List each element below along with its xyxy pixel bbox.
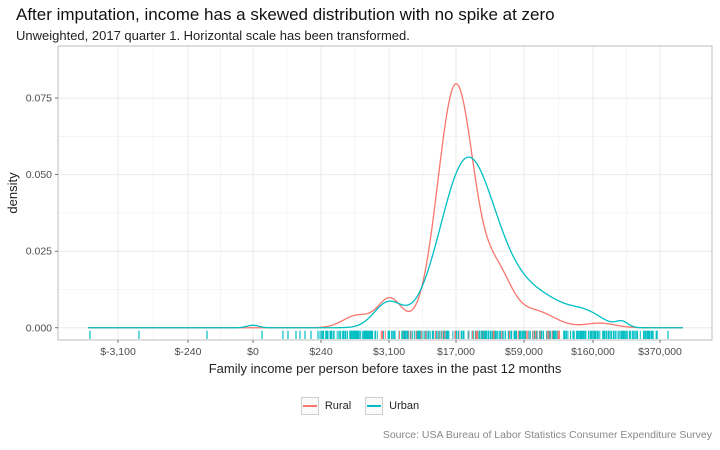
y-tick-label: 0.025 [26,246,52,258]
legend-label-rural: Rural [324,400,352,412]
legend-item-urban: Urban [365,397,419,415]
rural-density-line [88,83,683,329]
panel-border [57,45,713,341]
gridlines [58,46,712,340]
legend: Rural Urban [0,397,720,415]
y-tick-label: 0.075 [26,93,52,105]
source-caption: Source: USA Bureau of Labor Statistics C… [382,429,712,441]
chart-subtitle: Unweighted, 2017 quarter 1. Horizontal s… [16,28,410,43]
x-tick-label: $-3,100 [100,346,136,358]
x-tick-label: $240 [309,346,333,358]
legend-key-rural [300,397,319,415]
legend-item-rural: Rural [300,397,352,415]
x-tick-label: $370,000 [638,346,682,358]
rug-marks [89,330,669,339]
y-tick-label: 0.050 [26,169,52,181]
x-tick-label: $17,000 [437,346,475,358]
legend-key-urban [365,397,384,415]
y-tick-label: 0.000 [26,322,52,334]
x-tick-label: $0 [247,346,259,358]
x-tick-label: $59,000 [505,346,543,358]
axes: $-3,100 $-240 $0 $240 $3,100 $17,000 $59,000 $1… [5,93,682,376]
y-axis-title: density [5,172,20,214]
x-tick-label: $160,000 [571,346,615,358]
chart-title: After imputation, income has a skewed di… [16,5,555,24]
legend-label-urban: Urban [389,400,420,412]
density-curves [88,83,683,329]
x-tick-label: $-240 [175,346,202,358]
x-axis-title: Family income per person before taxes in… [209,361,562,376]
x-tick-label: $3,100 [373,346,405,358]
urban-density-line [88,156,683,329]
